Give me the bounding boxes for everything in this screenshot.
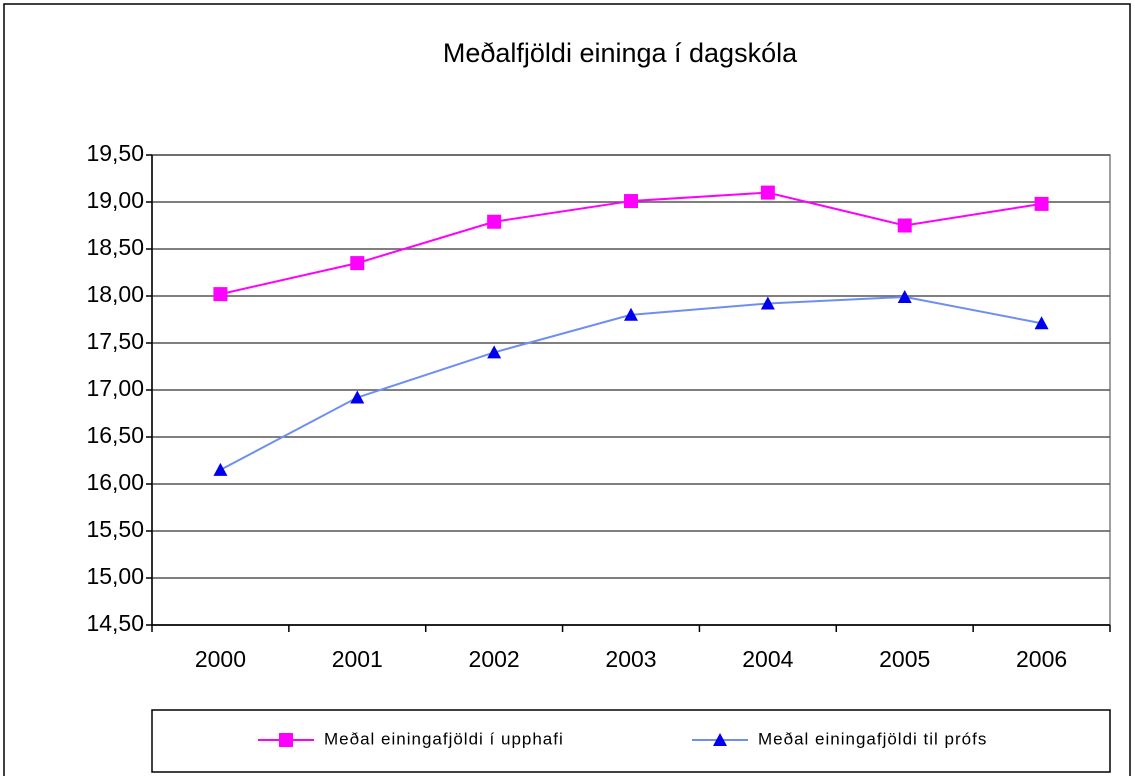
data-point xyxy=(213,462,228,476)
y-tick-label: 19,00 xyxy=(86,187,144,213)
data-point xyxy=(897,289,912,303)
data-point xyxy=(1034,196,1049,211)
legend-marker xyxy=(279,733,293,747)
data-point xyxy=(350,390,365,404)
data-point xyxy=(624,194,638,209)
x-tick-label: 2002 xyxy=(469,646,520,672)
x-tick-label: 2001 xyxy=(332,646,383,672)
x-tick-label: 2004 xyxy=(742,646,793,672)
data-point xyxy=(1034,316,1049,330)
data-point xyxy=(624,307,638,321)
y-tick-label: 17,00 xyxy=(86,375,144,401)
x-tick-label: 2000 xyxy=(195,646,246,672)
y-tick-label: 16,00 xyxy=(86,469,144,495)
y-tick-label: 15,00 xyxy=(86,563,144,589)
x-tick-label: 2006 xyxy=(1016,646,1067,672)
data-point xyxy=(213,287,228,302)
y-tick-label: 18,00 xyxy=(86,281,144,307)
y-tick-label: 15,50 xyxy=(86,516,144,542)
y-tick-label: 18,50 xyxy=(86,234,144,260)
data-point xyxy=(760,296,775,310)
data-point xyxy=(350,256,365,271)
chart-title: Meðalfjöldi eininga í dagskóla xyxy=(443,38,798,68)
y-tick-label: 16,50 xyxy=(86,422,144,448)
data-point xyxy=(487,214,502,229)
legend-label: Meðal einingafjöldi til prófs xyxy=(758,729,987,748)
y-tick-label: 14,50 xyxy=(86,610,144,636)
y-tick-label: 17,50 xyxy=(86,328,144,354)
data-point xyxy=(760,185,775,200)
legend-label: Meðal einingafjöldi í upphafi xyxy=(324,729,564,748)
x-tick-label: 2005 xyxy=(879,646,930,672)
x-tick-label: 2003 xyxy=(605,646,656,672)
legend-marker xyxy=(713,733,727,746)
data-point xyxy=(897,218,912,233)
y-tick-label: 19,50 xyxy=(86,140,144,166)
data-point xyxy=(487,345,502,359)
